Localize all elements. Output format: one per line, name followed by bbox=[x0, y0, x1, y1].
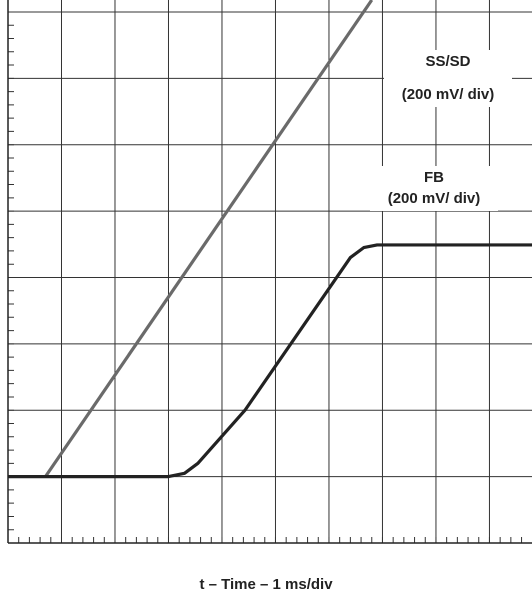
series-line bbox=[44, 0, 374, 478]
series-scale-label: (200 mV/ div) bbox=[388, 190, 481, 207]
x-axis-label: t – Time – 1 ms/div bbox=[199, 576, 333, 593]
label-background bbox=[384, 50, 512, 107]
series-line bbox=[8, 243, 532, 479]
series-scale-label: (200 mV/ div) bbox=[402, 86, 495, 103]
series-label: SS/SD bbox=[425, 53, 470, 70]
label-background bbox=[370, 166, 498, 211]
series-label: FB bbox=[424, 169, 444, 186]
